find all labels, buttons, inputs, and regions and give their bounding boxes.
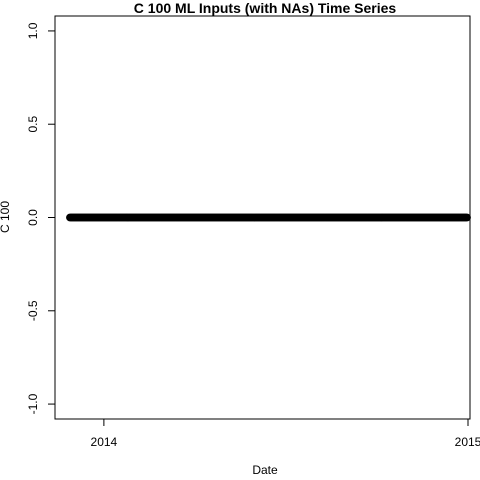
y-tick-label-3: 0.5 (26, 116, 40, 133)
data-point (463, 213, 471, 222)
chart-title: C 100 ML Inputs (with NAs) Time Series (134, 0, 397, 16)
y-axis: -1.0 -0.5 0.0 0.5 1.0 (26, 22, 55, 414)
y-tick-label-0: -1.0 (26, 393, 40, 414)
y-tick-label-1: -0.5 (26, 300, 40, 321)
data-series (66, 213, 471, 222)
y-tick-label-4: 1.0 (26, 22, 40, 39)
x-tick-label-1: 2015 (455, 435, 480, 449)
y-tick-label-2: 0.0 (26, 209, 40, 226)
x-axis: 2014 2015 (91, 419, 480, 449)
x-tick-label-0: 2014 (91, 435, 118, 449)
x-axis-label: Date (252, 463, 278, 477)
y-axis-label: C 100 (0, 201, 12, 233)
